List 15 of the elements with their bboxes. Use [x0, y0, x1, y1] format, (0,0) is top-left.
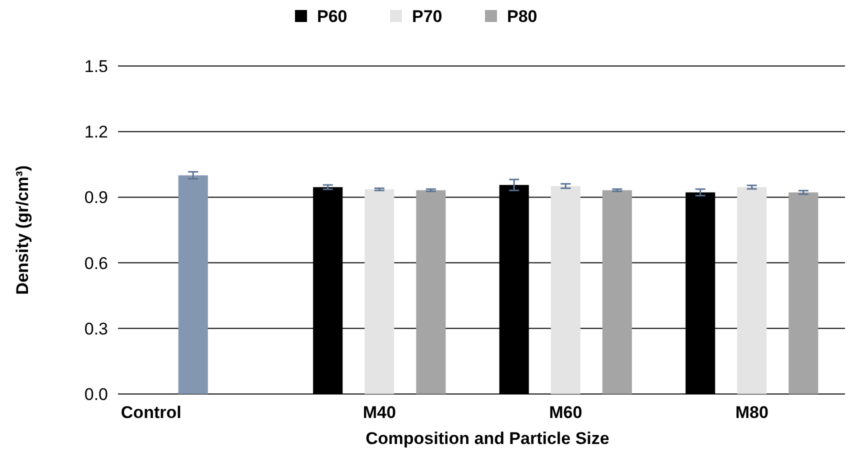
x-tick-label: M60: [549, 403, 582, 422]
y-tick-label: 0.6: [84, 254, 108, 273]
x-tick-label: M40: [362, 403, 396, 422]
x-axis-title: Composition and Particle Size: [366, 429, 610, 448]
legend-label: P60: [317, 7, 348, 26]
y-axis-title: Density (gr/cm³): [13, 165, 32, 295]
y-tick-label: 1.2: [84, 122, 108, 142]
y-tick-label: 1.5: [84, 56, 108, 76]
y-tick-label: 0.0: [84, 384, 108, 404]
legend-label: P70: [412, 7, 442, 26]
legend-label: P80: [507, 7, 538, 26]
y-tick-label: 0.9: [84, 188, 108, 208]
y-tick-label: 0.3: [84, 319, 108, 338]
x-tick-label: M80: [735, 403, 768, 422]
x-tick-label: Control: [120, 403, 182, 422]
